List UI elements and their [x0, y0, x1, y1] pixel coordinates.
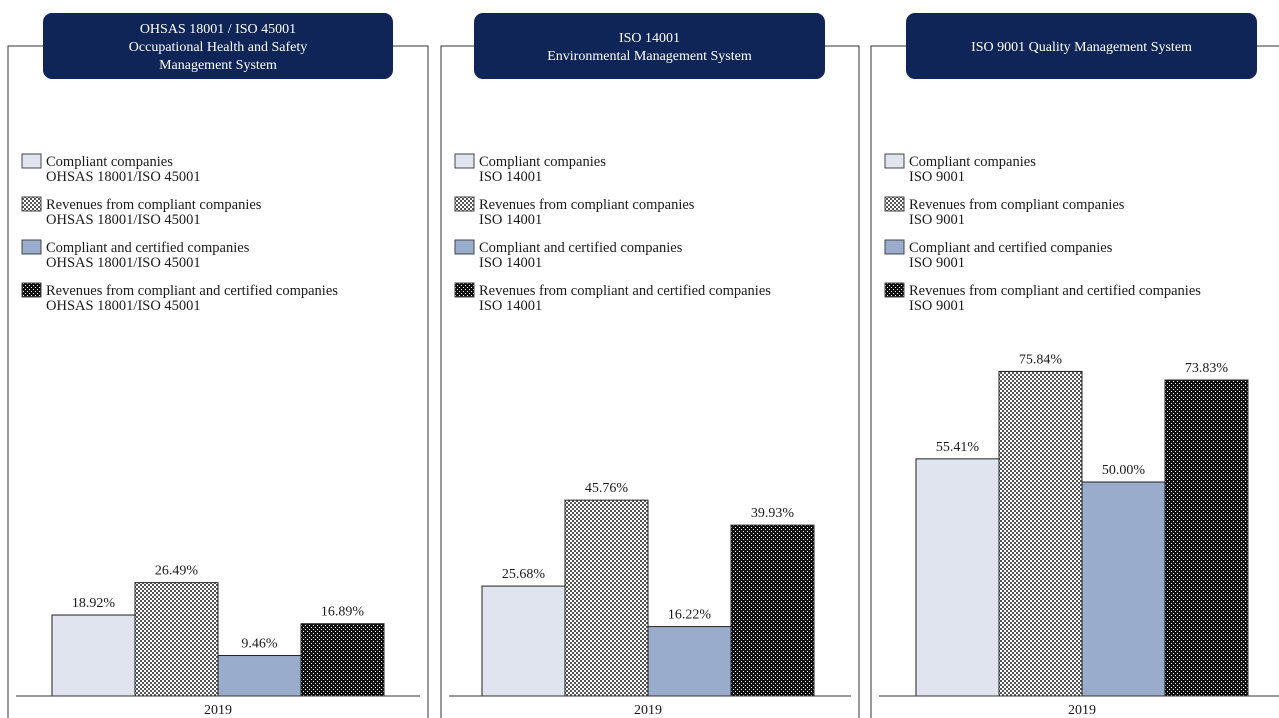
bar-value-label: 25.68% [502, 567, 546, 582]
legend-label: ISO 9001 [909, 255, 965, 271]
legend-label: Revenues from compliant and certified co… [909, 283, 1201, 299]
legend-label: Revenues from compliant companies [479, 197, 695, 213]
legend-label: OHSAS 18001/ISO 45001 [46, 255, 201, 271]
x-tick-label: 2019 [634, 703, 662, 718]
legend-swatch [454, 239, 475, 255]
bar-value-label: 39.93% [751, 506, 795, 521]
legend-label: ISO 14001 [479, 169, 542, 185]
bar-value-label: 18.92% [72, 596, 116, 611]
bar [1164, 379, 1249, 697]
panel-title-box [906, 13, 1257, 79]
legend-swatch [21, 153, 42, 169]
bar-value-label: 26.49% [155, 564, 199, 579]
legend-label: Compliant and certified companies [479, 240, 683, 256]
legend-label: Compliant companies [46, 154, 173, 170]
bar [217, 655, 302, 697]
panel-title-box [43, 13, 393, 79]
bar-value-label: 55.41% [936, 440, 980, 455]
legend-swatch [21, 239, 42, 255]
legend-label: Compliant and certified companies [909, 240, 1113, 256]
panel-title-line: Management System [159, 58, 277, 73]
bar-value-label: 73.83% [1185, 361, 1229, 376]
legend-label: ISO 9001 [909, 212, 965, 228]
panel-title-line: OHSAS 18001 / ISO 45001 [140, 22, 296, 37]
bar [1081, 481, 1166, 697]
x-tick-label: 2019 [1068, 703, 1096, 718]
bar [300, 623, 385, 697]
legend-label: Compliant companies [909, 154, 1036, 170]
legend-label: Revenues from compliant and certified co… [479, 283, 771, 299]
legend-swatch [884, 239, 905, 255]
bar [998, 370, 1083, 697]
bar-value-label: 75.84% [1019, 352, 1063, 367]
bar [481, 585, 566, 697]
legend-label: ISO 9001 [909, 169, 965, 185]
bar-value-label: 45.76% [585, 481, 629, 496]
bar-value-label: 9.46% [241, 637, 278, 652]
x-tick-label: 2019 [204, 703, 232, 718]
legend-swatch [454, 282, 475, 298]
legend-label: Revenues from compliant and certified co… [46, 283, 338, 299]
legend-swatch [454, 153, 475, 169]
panel-title-line: Environmental Management System [547, 49, 752, 64]
legend-label: Revenues from compliant companies [909, 197, 1125, 213]
bar [915, 458, 1000, 697]
chart-panel-1: OHSAS 18001 / ISO 45001 Occupational Heal… [7, 13, 429, 718]
bar [564, 499, 649, 697]
legend-label: Revenues from compliant companies [46, 197, 262, 213]
legend-label: Compliant and certified companies [46, 240, 250, 256]
legend-label: ISO 14001 [479, 298, 542, 314]
chart-panel-2: ISO 14001 Environmental Management System… [440, 13, 860, 718]
legend-label: ISO 9001 [909, 298, 965, 314]
panel-title-line: Occupational Health and Safety [129, 40, 307, 55]
bar [51, 614, 136, 697]
bar-value-label: 50.00% [1102, 463, 1146, 478]
panel-title-box [474, 13, 825, 79]
legend-swatch [21, 282, 42, 298]
chart-panel-3: ISO 9001 Quality Management System Compli… [870, 13, 1279, 718]
legend-label: ISO 14001 [479, 255, 542, 271]
bar [647, 626, 732, 697]
legend-swatch [884, 196, 905, 212]
legend-label: Compliant companies [479, 154, 606, 170]
panel-title-line: ISO 14001 [619, 31, 680, 46]
bar [134, 582, 219, 697]
legend-label: OHSAS 18001/ISO 45001 [46, 169, 201, 185]
legend-swatch [454, 196, 475, 212]
bar-value-label: 16.22% [668, 608, 712, 623]
bar [730, 524, 815, 697]
legend-label: ISO 14001 [479, 212, 542, 228]
legend-swatch [884, 282, 905, 298]
bar-value-label: 16.89% [321, 605, 365, 620]
legend-label: OHSAS 18001/ISO 45001 [46, 212, 201, 228]
panel-title-line: ISO 9001 Quality Management System [971, 40, 1192, 55]
legend-swatch [21, 196, 42, 212]
legend-swatch [884, 153, 905, 169]
legend-label: OHSAS 18001/ISO 45001 [46, 298, 201, 314]
